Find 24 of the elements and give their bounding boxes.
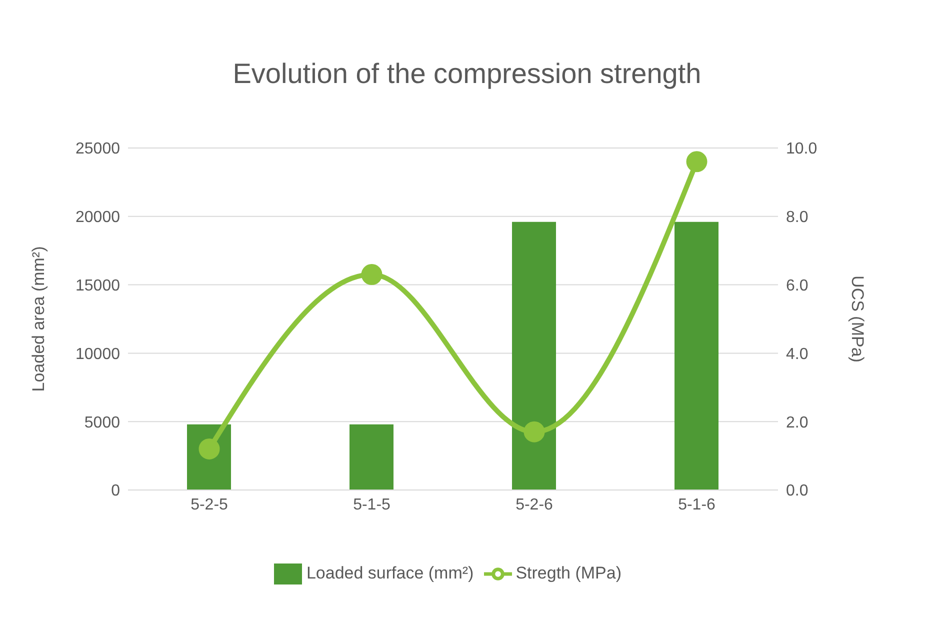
- x-tick-label: 5-1-5: [353, 496, 391, 514]
- y2-tick-label: 2.0: [786, 414, 808, 432]
- y-tick-label: 5000: [84, 414, 120, 432]
- legend-label: Loaded surface (mm²): [306, 563, 474, 582]
- y-axis-title: Loaded area (mm²): [29, 246, 48, 392]
- y2-tick-label: 0.0: [786, 482, 808, 500]
- point: [524, 421, 545, 442]
- y2-tick-label: 6.0: [786, 277, 808, 294]
- x-tick-label: 5-1-6: [678, 496, 716, 514]
- point: [361, 264, 382, 286]
- y2-tick-label: 8.0: [786, 209, 808, 226]
- chart-title: Evolution of the compression strength: [232, 57, 702, 91]
- y2-tick-label: 10.0: [786, 140, 818, 158]
- y2-axis-title: UCS (MPa): [848, 276, 867, 362]
- point: [686, 151, 708, 172]
- y-tick-label: 20000: [76, 209, 120, 226]
- x-tick-label: 5-2-5: [190, 496, 228, 514]
- y-tick-label: 10000: [76, 346, 120, 363]
- y-tick-label: 15000: [76, 277, 120, 294]
- y-tick-label: 0: [111, 482, 120, 500]
- legend-label: Stregth (MPa): [516, 563, 622, 582]
- y2-tick-label: 4.0: [786, 346, 808, 363]
- x-tick-label: 5-2-6: [516, 496, 554, 514]
- y-tick-label: 25000: [76, 140, 120, 158]
